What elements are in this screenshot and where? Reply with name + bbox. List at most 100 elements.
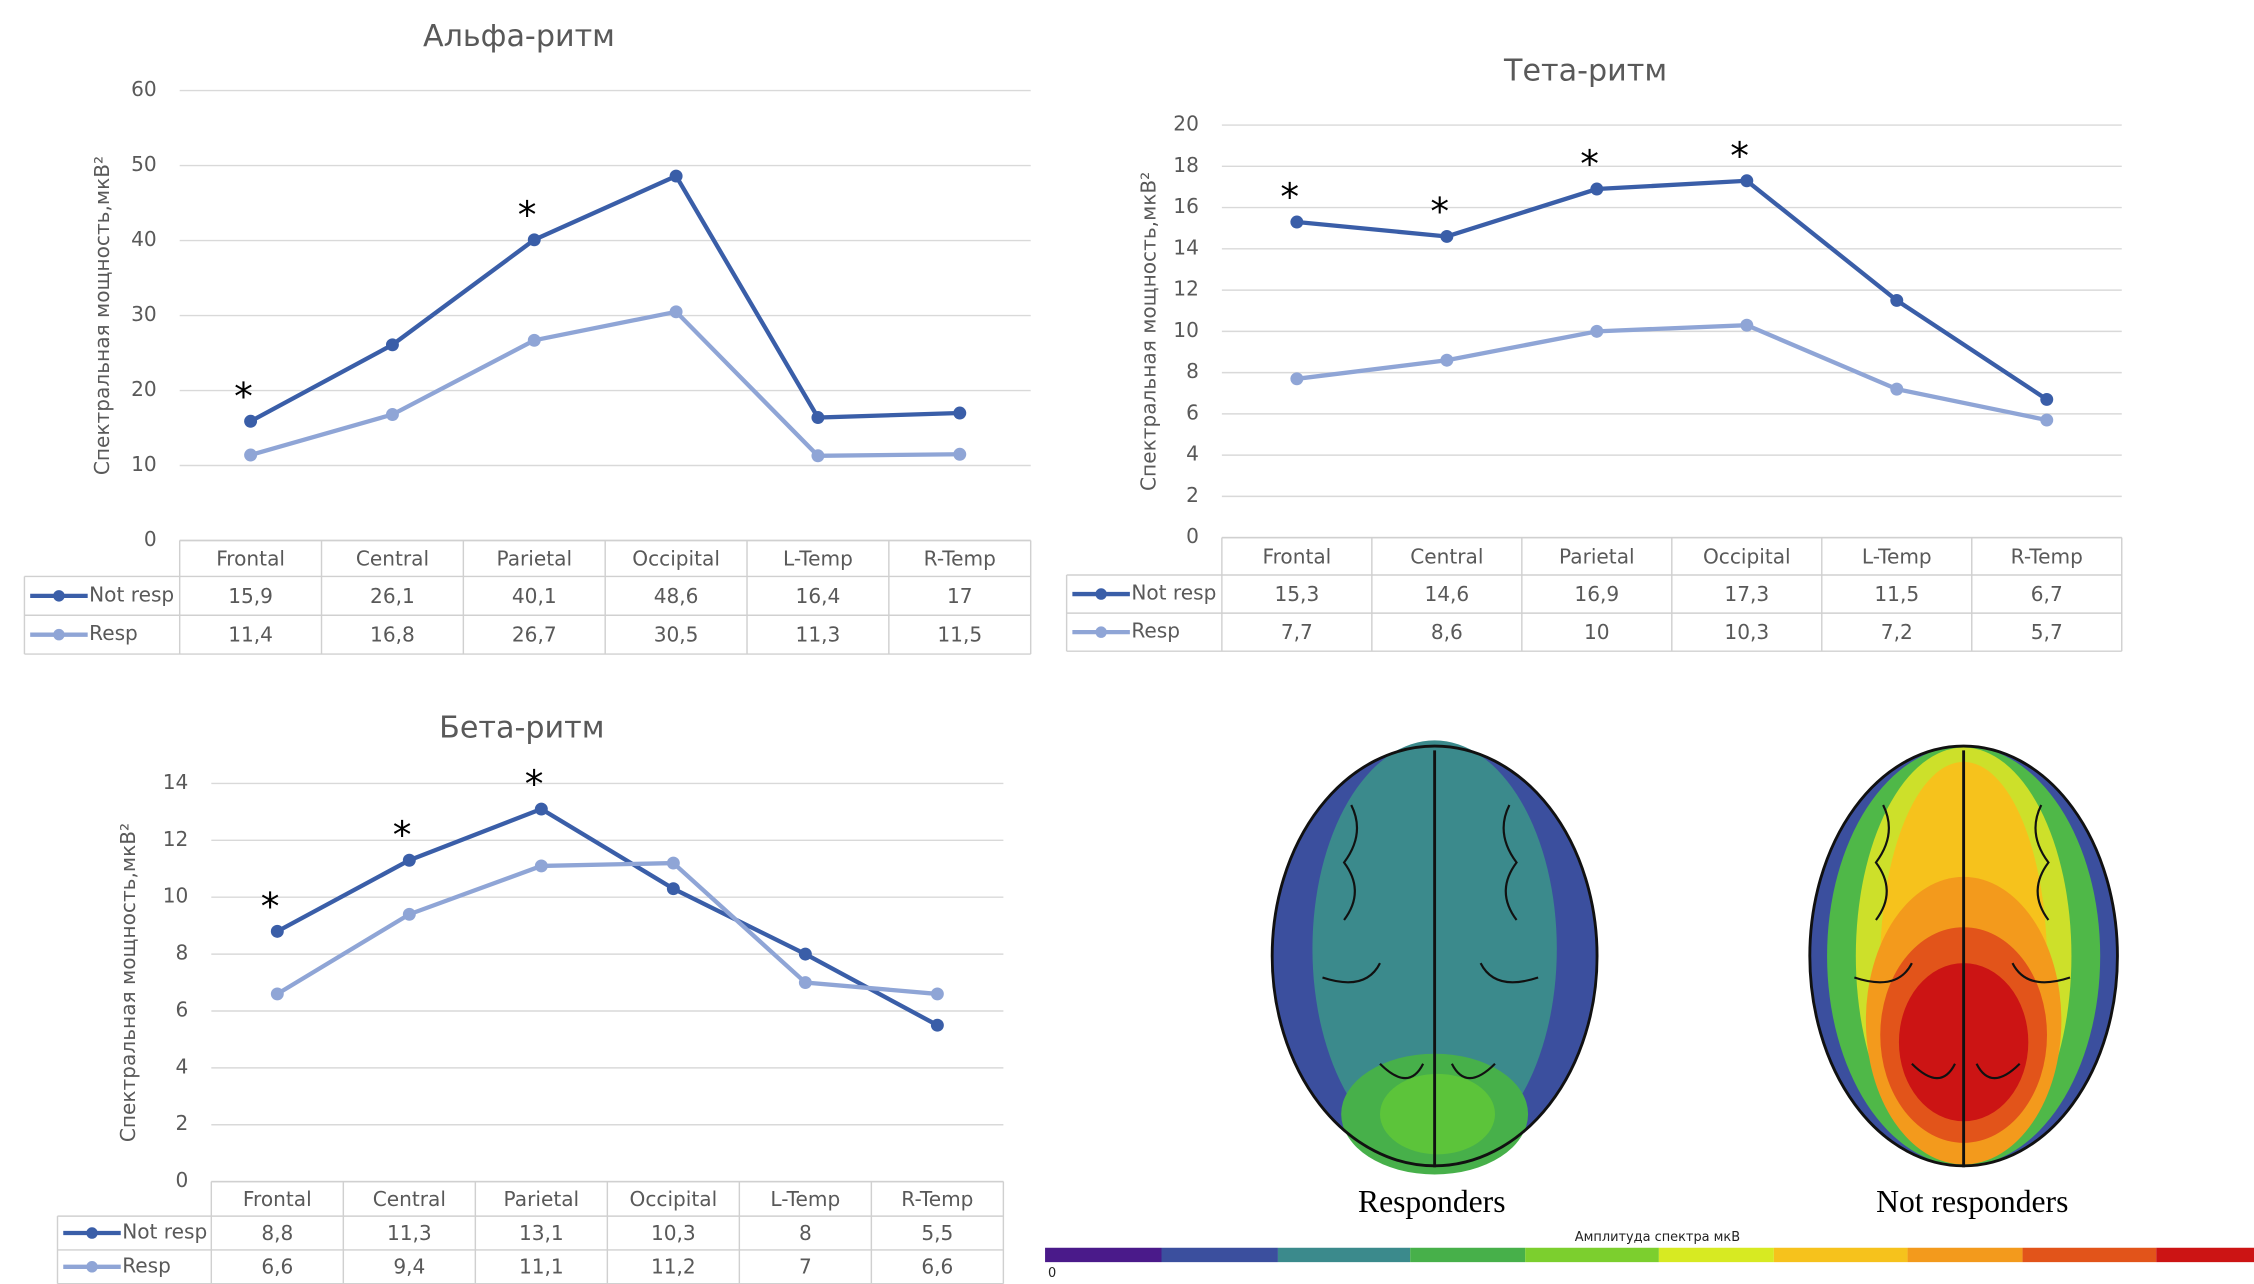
x-tick-label: Parietal xyxy=(1559,544,1635,568)
figure: Responders Not responders Амплитуда спек… xyxy=(0,0,2254,1284)
legend-marker xyxy=(86,1227,98,1239)
y-tick-label: 14 xyxy=(1173,235,1199,259)
table-value: 7,2 xyxy=(1881,620,1913,644)
y-tick-label: 10 xyxy=(131,452,157,476)
y-tick-label: 0 xyxy=(1186,524,1199,548)
point xyxy=(271,987,284,1000)
point xyxy=(1290,372,1303,385)
chart-title: Тета-ритм xyxy=(1503,53,1667,88)
point xyxy=(244,449,257,462)
point xyxy=(1740,319,1753,332)
table-value: 40,1 xyxy=(512,584,557,608)
y-tick-label: 50 xyxy=(131,152,157,176)
x-tick-label: R-Temp xyxy=(2011,544,2083,568)
table-value: 17 xyxy=(947,584,973,608)
y-axis-label: Спектральная мощность,мкВ² xyxy=(90,156,114,475)
point xyxy=(2040,414,2053,427)
y-tick-label: 4 xyxy=(1186,442,1199,466)
x-tick-label: Frontal xyxy=(243,1187,312,1211)
y-tick-label: 2 xyxy=(1186,483,1199,507)
table-value: 5,5 xyxy=(921,1221,953,1245)
table-value: 26,7 xyxy=(512,623,557,647)
point xyxy=(799,948,812,961)
x-tick-label: L-Temp xyxy=(783,546,853,570)
x-tick-label: Central xyxy=(373,1187,446,1211)
table-value: 11,4 xyxy=(228,623,273,647)
point xyxy=(1440,354,1453,367)
x-tick-label: Occipital xyxy=(1703,544,1791,568)
legend-label: Resp xyxy=(1131,619,1180,643)
annotation: * xyxy=(518,192,537,236)
annotation: * xyxy=(234,374,253,418)
y-tick-label: 40 xyxy=(131,227,157,251)
table-value: 9,4 xyxy=(393,1255,425,1279)
brain-not-responders xyxy=(1810,746,2118,1167)
y-tick-label: 10 xyxy=(163,884,189,908)
legend-label: Not resp xyxy=(89,582,174,606)
legend-label: Not resp xyxy=(1131,581,1216,605)
chart-title: Альфа-ритм xyxy=(423,19,615,54)
table-value: 30,5 xyxy=(654,623,699,647)
point xyxy=(528,334,541,347)
y-tick-label: 8 xyxy=(1186,359,1199,383)
table-value: 11,5 xyxy=(937,623,982,647)
table-value: 17,3 xyxy=(1724,582,1769,606)
series-line xyxy=(251,176,960,421)
table-value: 13,1 xyxy=(519,1221,564,1245)
scale-min: 0 xyxy=(1048,1266,1056,1281)
annotation: * xyxy=(1580,142,1599,186)
x-tick-label: Parietal xyxy=(496,546,572,570)
point xyxy=(811,411,824,424)
brain-label: Not responders xyxy=(1876,1184,2068,1219)
point xyxy=(403,908,416,921)
brain-maps: Responders Not responders Амплитуда спек… xyxy=(1045,740,2254,1281)
table-value: 10,3 xyxy=(1724,620,1769,644)
table-value: 7 xyxy=(799,1255,812,1279)
y-tick-label: 8 xyxy=(176,941,189,965)
x-tick-label: Frontal xyxy=(216,546,285,570)
point xyxy=(670,170,683,183)
table-value: 8 xyxy=(799,1221,812,1245)
table-value: 48,6 xyxy=(654,584,699,608)
x-tick-label: Parietal xyxy=(504,1187,580,1211)
point xyxy=(953,448,966,461)
point xyxy=(670,305,683,318)
x-tick-label: Central xyxy=(356,546,429,570)
legend-marker xyxy=(1095,626,1107,638)
y-tick-label: 16 xyxy=(1173,194,1199,218)
point xyxy=(1590,325,1603,338)
table-value: 14,6 xyxy=(1424,582,1469,606)
point xyxy=(931,1019,944,1032)
table-value: 11,5 xyxy=(1874,582,1919,606)
table-value: 8,6 xyxy=(1431,620,1463,644)
y-axis-label: Спектральная мощность,мкВ² xyxy=(1137,172,1161,491)
point xyxy=(799,976,812,989)
scale-title: Амплитуда спектра мкВ xyxy=(1575,1230,1740,1245)
x-tick-label: Frontal xyxy=(1262,544,1331,568)
point xyxy=(535,859,548,872)
annotation: * xyxy=(1280,175,1299,219)
point xyxy=(667,857,680,870)
point xyxy=(931,987,944,1000)
legend-marker xyxy=(53,590,65,602)
table-value: 16,8 xyxy=(370,623,415,647)
point xyxy=(2040,393,2053,406)
y-tick-label: 2 xyxy=(176,1111,189,1135)
x-tick-label: L-Temp xyxy=(770,1187,840,1211)
annotation: * xyxy=(1430,189,1449,233)
y-tick-label: 20 xyxy=(1173,112,1199,136)
point xyxy=(386,338,399,351)
x-tick-label: R-Temp xyxy=(901,1187,973,1211)
series-line xyxy=(277,809,937,1025)
legend-marker xyxy=(1095,588,1107,600)
point xyxy=(953,407,966,420)
series-line xyxy=(251,312,960,456)
legend-label: Resp xyxy=(89,621,138,645)
table-value: 6,6 xyxy=(921,1255,953,1279)
y-tick-label: 6 xyxy=(1186,400,1199,424)
table-value: 6,7 xyxy=(2031,582,2063,606)
annotation: * xyxy=(1730,133,1749,177)
y-tick-label: 4 xyxy=(176,1054,189,1078)
annotation: * xyxy=(525,762,544,806)
